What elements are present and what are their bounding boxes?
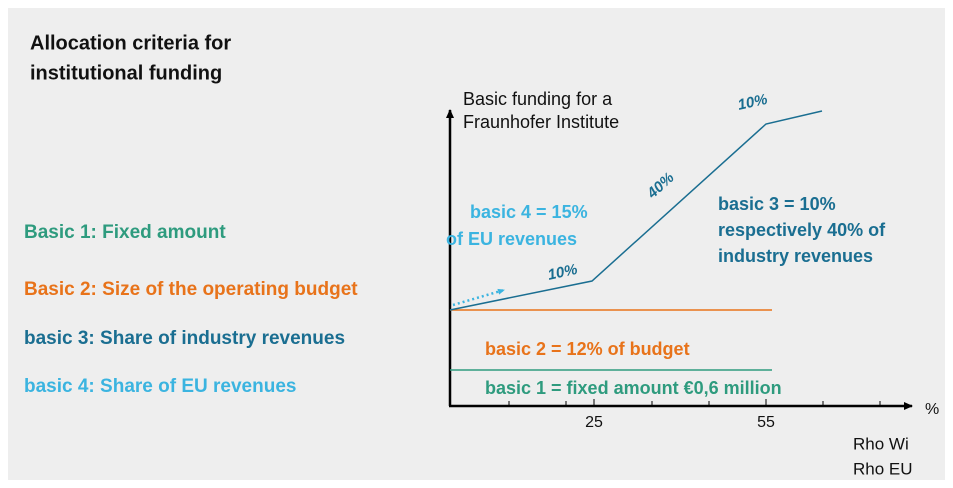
basic4-arrow: [452, 288, 505, 307]
slide-background: [8, 8, 945, 480]
y-axis-label: Fraunhofer Institute: [463, 112, 619, 132]
x-tick-label: 55: [757, 414, 775, 431]
slope-label: 10%: [736, 91, 769, 114]
legend-item: Basic 2: Size of the operating budget: [24, 279, 358, 300]
title: Allocation criteria for: [30, 32, 231, 54]
basic4-label: of EU revenues: [446, 229, 577, 249]
basic3-label: respectively 40% of: [718, 220, 886, 240]
basic3-label: basic 3 = 10%: [718, 194, 836, 214]
basic3-label: industry revenues: [718, 246, 873, 266]
x-axis-unit: %: [925, 401, 939, 418]
x-axis-name: Rho Wi: [853, 434, 909, 453]
legend-item: basic 3: Share of industry revenues: [24, 328, 345, 349]
x-axis-name: Rho EU: [853, 459, 913, 478]
x-tick-marks: [508, 399, 881, 406]
basic2-label: basic 2 = 12% of budget: [485, 339, 690, 359]
x-tick-label: 25: [585, 414, 603, 431]
legend-item: basic 4: Share of EU revenues: [24, 376, 296, 397]
basic4-label: basic 4 = 15%: [470, 202, 588, 222]
basic3-line: [449, 110, 823, 311]
title: institutional funding: [30, 62, 222, 84]
slope-label: 10%: [546, 261, 579, 284]
y-axis-label: Basic funding for a: [463, 89, 613, 109]
basic1-label: basic 1 = fixed amount €0,6 million: [485, 378, 782, 398]
legend-item: Basic 1: Fixed amount: [24, 222, 226, 243]
